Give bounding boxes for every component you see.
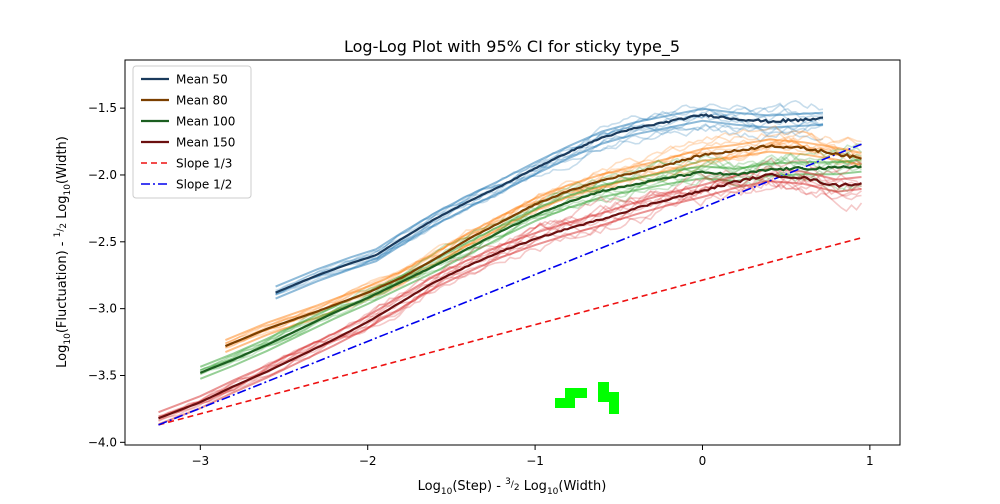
chart-title: Log-Log Plot with 95% CI for sticky type… (344, 37, 680, 57)
mean-line (275, 113, 824, 294)
plot-area (158, 99, 863, 426)
run-line (225, 125, 862, 344)
x-tick-label: −3 (191, 454, 209, 468)
plot-layer (158, 99, 863, 426)
run-line (225, 136, 862, 346)
y-tick-label: −3.5 (88, 368, 117, 382)
mean-line (224, 144, 862, 348)
y-axis-label: Log10(Fluctuation) - 1/2 Log10(Width) (53, 136, 73, 368)
x-tick-label: 0 (699, 454, 707, 468)
reference-line (158, 143, 862, 426)
legend-label: Slope 1/2 (176, 178, 232, 192)
ci-upper-line (225, 138, 862, 342)
legend-label: Mean 50 (176, 73, 228, 87)
legend-label: Mean 100 (176, 115, 235, 129)
mean-line (199, 164, 862, 374)
axes-layer: −3 −2 −1 0 1 −4.0 −3.5 −3.0 −2.5 −2.0 −1.5 (88, 101, 874, 468)
legend-label: Mean 150 (176, 136, 235, 150)
plot-frame (124, 59, 901, 446)
y-tick-label: −4.0 (88, 435, 117, 449)
ci-lower-line (275, 119, 824, 300)
ci-upper-line (199, 158, 862, 368)
y-tick-label: −2.5 (88, 235, 117, 249)
ci-upper-line (275, 107, 824, 288)
legend-label: Mean 80 (176, 94, 228, 108)
legend-label: Slope 1/3 (176, 157, 232, 171)
y-tick-label: −3.0 (88, 302, 117, 316)
x-tick-label: −1 (526, 454, 544, 468)
x-tick-label: −2 (359, 454, 377, 468)
run-line (275, 122, 824, 296)
y-tick-label: −1.5 (88, 101, 117, 115)
run-line (158, 165, 863, 419)
x-tick-label: 1 (866, 454, 874, 468)
reference-line (158, 237, 862, 426)
run-line (275, 112, 824, 294)
green-artifact (555, 382, 619, 414)
legend: Mean 50 Mean 80 Mean 100 Mean 150 Slope 1/3 S… (132, 65, 252, 199)
x-axis-label: Log10(Step) - 3/2 Log10(Width) (418, 477, 607, 497)
run-line (275, 123, 824, 296)
run-line (158, 172, 862, 419)
ci-lower-line (158, 179, 862, 426)
mean-line (158, 172, 862, 420)
run-line (275, 113, 824, 296)
y-tick-label: −2.0 (88, 168, 117, 182)
